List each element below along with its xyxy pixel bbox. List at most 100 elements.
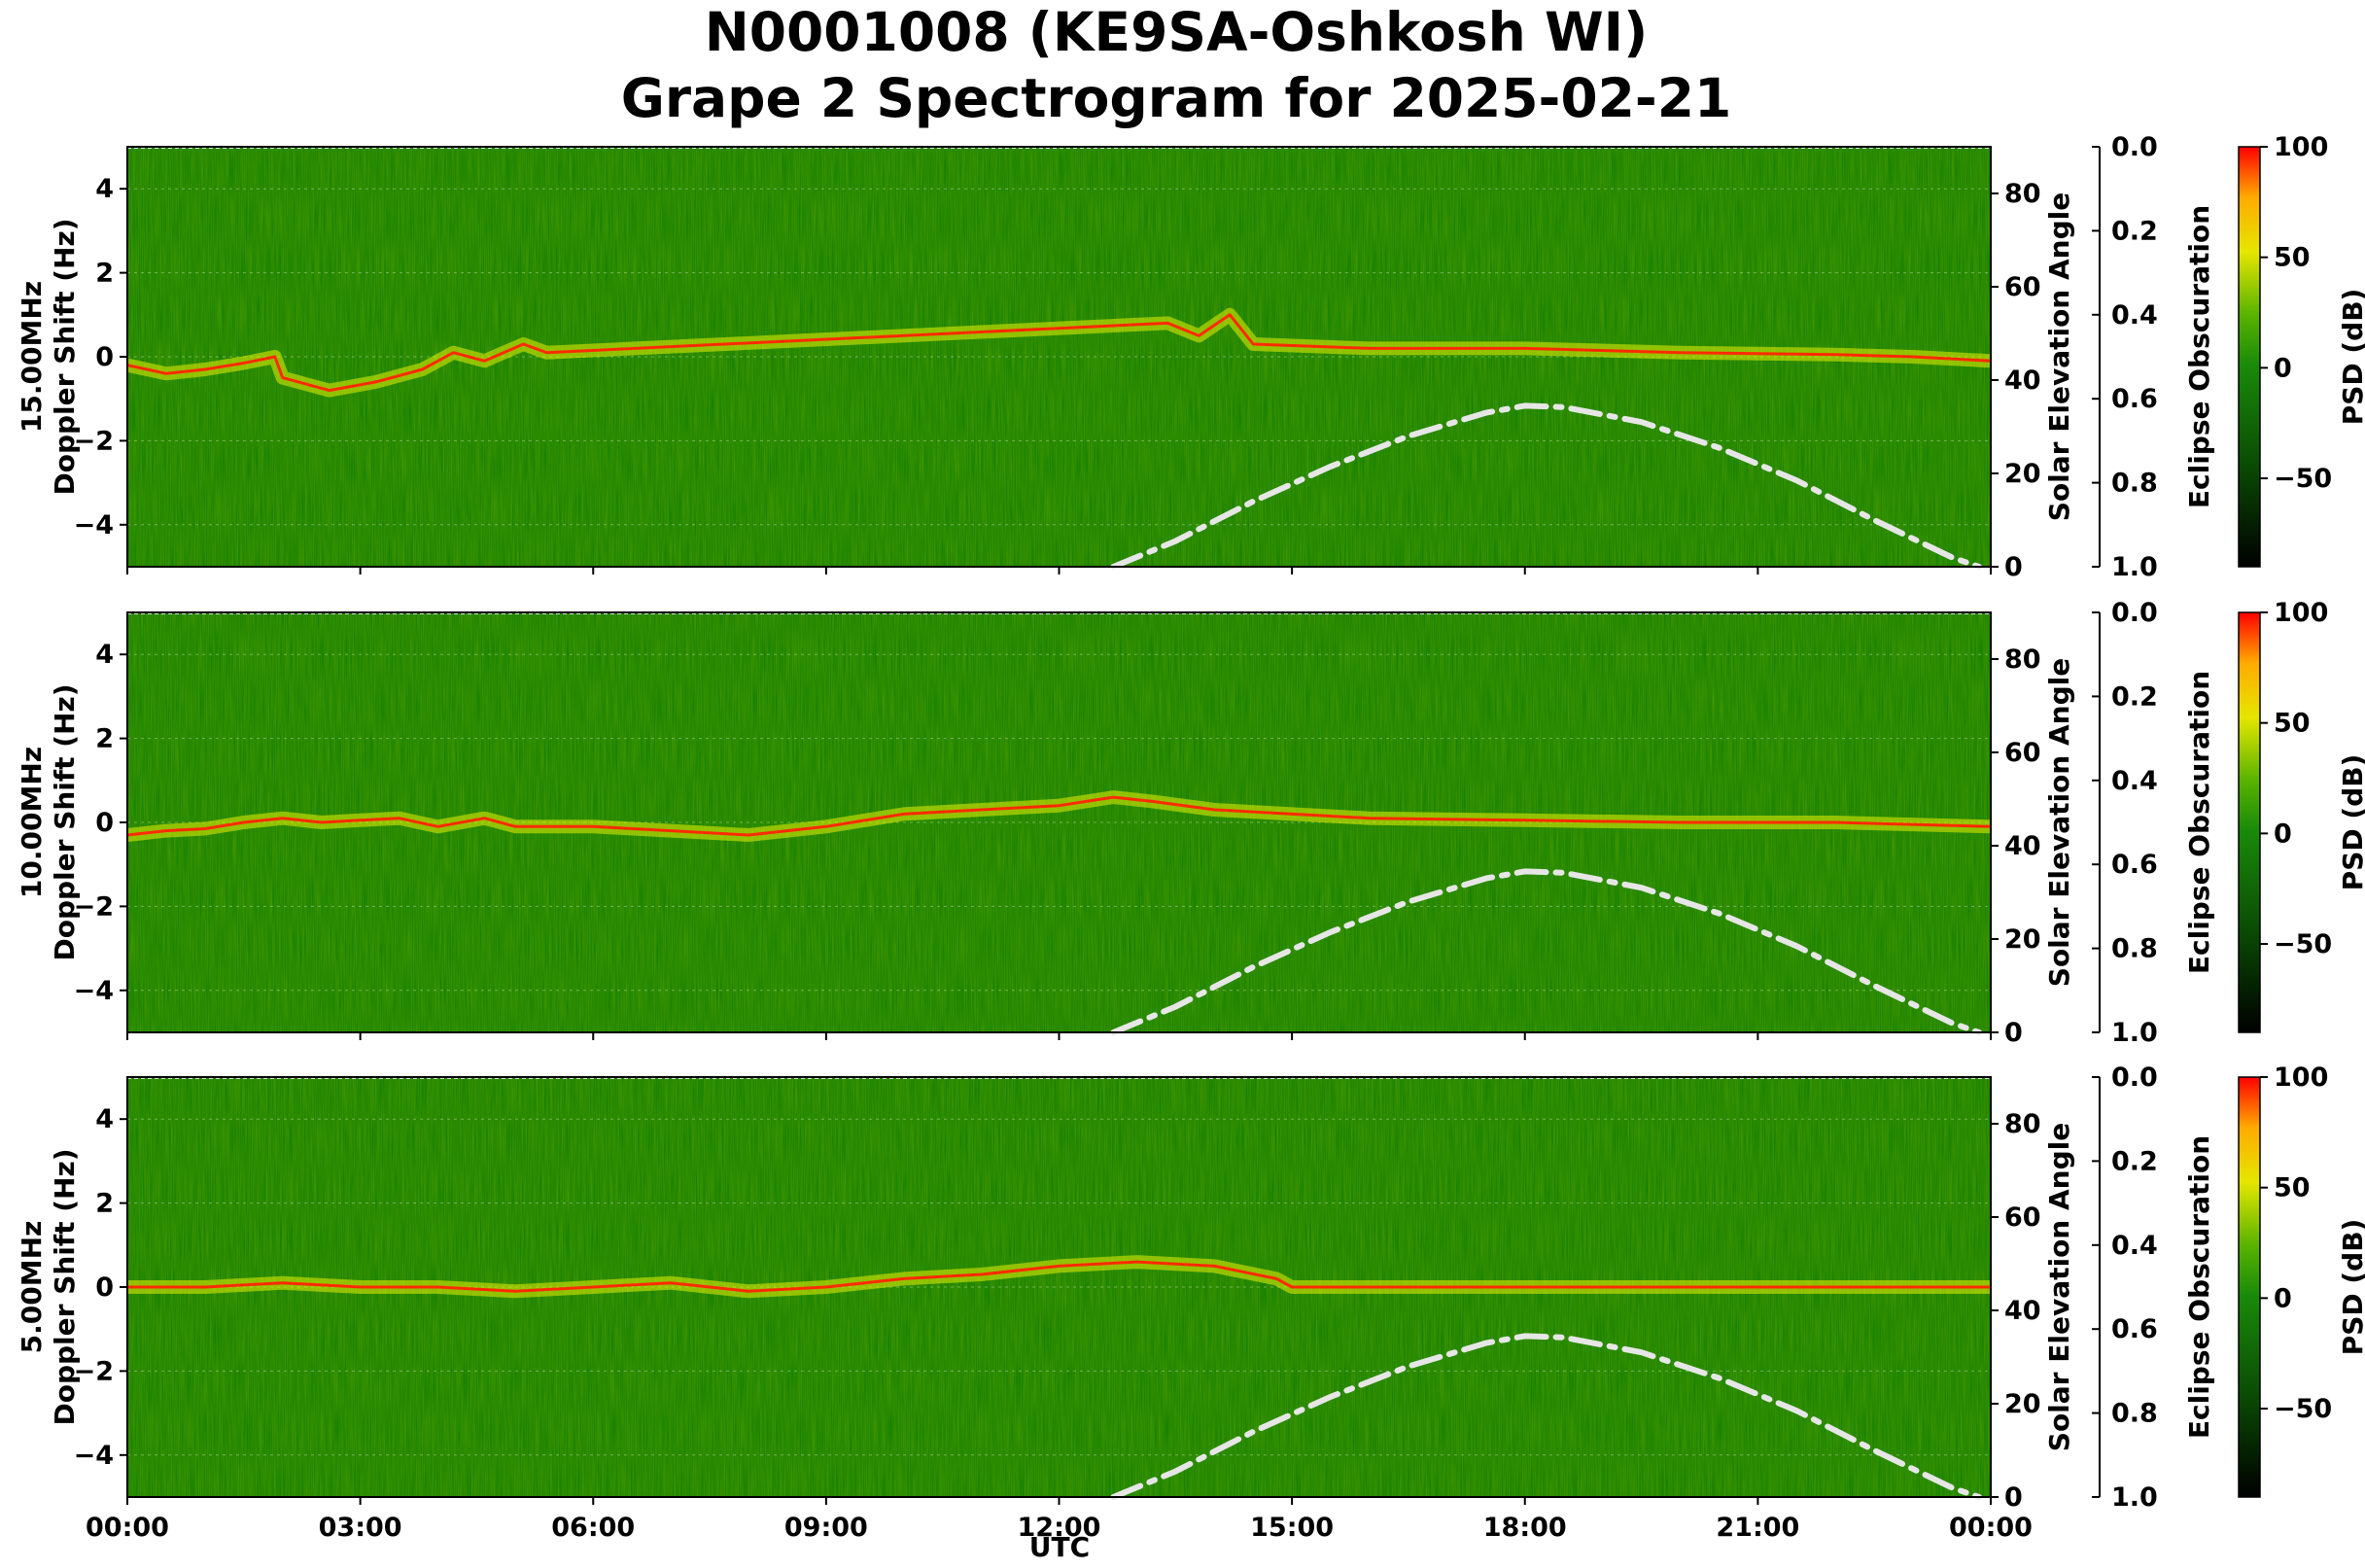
figure-title-line2: Grape 2 Spectrogram for 2025-02-21 — [621, 67, 1732, 129]
eclipse-tick-label: 1.0 — [2111, 552, 2158, 582]
eclipse-tick-label: 0.0 — [2111, 132, 2158, 162]
panel-10.00MHz: 420−2−410.00MHzDoppler Shift (Hz)8060402… — [16, 598, 2365, 1048]
colorbar-tick-label: 0 — [2274, 819, 2292, 849]
x-tick-label: 15:00 — [1250, 1513, 1334, 1543]
eclipse-tick-label: 0.8 — [2111, 1399, 2158, 1429]
x-tick-label: 00:00 — [86, 1513, 169, 1543]
elevation-tick-label: 0 — [2004, 1018, 2023, 1048]
colorbar-tick-label: 100 — [2274, 1063, 2328, 1093]
eclipse-tick-label: 0.6 — [2111, 850, 2158, 880]
y-tick-label: 2 — [95, 1189, 114, 1219]
x-tick-label: 00:00 — [1949, 1513, 2033, 1543]
y-axis-label: 5.00MHzDoppler Shift (Hz) — [16, 1148, 81, 1425]
colorbar-label: PSD (dB) — [2337, 754, 2365, 891]
colorbar-tick-label: −50 — [2274, 929, 2332, 959]
colorbar-tick-label: 0 — [2274, 1283, 2292, 1313]
eclipse-tick-label: 0.8 — [2111, 934, 2158, 964]
colorbar-tick-label: −50 — [2274, 464, 2332, 494]
x-tick-label: 21:00 — [1716, 1513, 1799, 1543]
elevation-tick-label: 20 — [2004, 1389, 2041, 1419]
eclipse-tick-label: 0.2 — [2111, 1146, 2158, 1176]
colorbar — [2238, 1076, 2261, 1498]
y-tick-label: 4 — [95, 174, 114, 204]
solar-elevation-curve — [1110, 1333, 1982, 1500]
elevation-tick-label: 60 — [2004, 272, 2041, 302]
y-axis-label-line: 5.00MHz — [16, 1221, 48, 1354]
y-axis-label-line: Doppler Shift (Hz) — [49, 683, 81, 960]
y-axis-label-line: 15.00MHz — [16, 281, 48, 433]
y-tick-label: −2 — [74, 891, 114, 922]
x-tick-label: 18:00 — [1483, 1513, 1567, 1543]
solar-elevation-curve — [1110, 868, 1982, 1035]
y-tick-label: 0 — [95, 1272, 114, 1303]
colorbar-tick-label: 0 — [2274, 353, 2292, 383]
elevation-tick-label: 60 — [2004, 738, 2041, 768]
eclipse-axis-label: Eclipse Obscuration — [2183, 205, 2215, 508]
colorbar-tick-label: 50 — [2274, 243, 2311, 273]
elevation-tick-label: 60 — [2004, 1202, 2041, 1233]
eclipse-tick-label: 0.2 — [2111, 681, 2158, 712]
eclipse-tick-label: 0.4 — [2111, 766, 2158, 796]
colorbar-tick-label: 50 — [2274, 1173, 2311, 1203]
eclipse-tick-label: 0.8 — [2111, 469, 2158, 499]
elevation-tick-label: 80 — [2004, 645, 2041, 675]
eclipse-axis-label: Eclipse Obscuration — [2183, 1135, 2215, 1439]
elevation-tick-label: 40 — [2004, 366, 2041, 396]
y-tick-label: 4 — [95, 640, 114, 670]
colorbar-tick-label: 100 — [2274, 132, 2328, 162]
doppler-trace — [126, 795, 1992, 837]
elevation-tick-label: 0 — [2004, 552, 2023, 582]
y-tick-label: −4 — [74, 510, 114, 540]
elevation-axis-label: Solar Elevation Angle — [2043, 192, 2075, 521]
elevation-tick-label: 40 — [2004, 831, 2041, 861]
eclipse-tick-label: 0.0 — [2111, 1063, 2158, 1093]
y-axis-label-line: Doppler Shift (Hz) — [49, 218, 81, 495]
solar-elevation-curve — [1110, 402, 1982, 570]
y-axis-label: 10.00MHzDoppler Shift (Hz) — [16, 683, 81, 960]
eclipse-tick-label: 1.0 — [2111, 1482, 2158, 1513]
y-axis-label-line: 10.00MHz — [16, 747, 48, 898]
y-tick-label: 4 — [95, 1104, 114, 1134]
eclipse-tick-label: 1.0 — [2111, 1018, 2158, 1048]
eclipse-tick-label: 0.4 — [2111, 1231, 2158, 1261]
y-tick-label: 2 — [95, 724, 114, 754]
doppler-trace — [127, 1260, 1991, 1293]
figure-title-line1: N0001008 (KE9SA-Oshkosh WI) — [705, 1, 1649, 63]
elevation-axis-label: Solar Elevation Angle — [2043, 658, 2075, 987]
elevation-axis-label: Solar Elevation Angle — [2043, 1123, 2075, 1451]
colorbar-tick-label: −50 — [2274, 1394, 2332, 1424]
elevation-tick-label: 80 — [2004, 1109, 2041, 1139]
x-tick-label: 06:00 — [551, 1513, 635, 1543]
y-axis-label-line: Doppler Shift (Hz) — [49, 1148, 81, 1425]
elevation-tick-label: 80 — [2004, 179, 2041, 209]
y-tick-label: −2 — [74, 426, 114, 456]
y-tick-label: −4 — [74, 1441, 114, 1471]
elevation-tick-label: 20 — [2004, 459, 2041, 489]
x-tick-label: 09:00 — [784, 1513, 868, 1543]
eclipse-tick-label: 0.4 — [2111, 300, 2158, 331]
eclipse-axis-label: Eclipse Obscuration — [2183, 671, 2215, 974]
doppler-trace — [126, 313, 1992, 393]
panel-5.00MHz: 420−2−45.00MHzDoppler Shift (Hz)00:00 03:… — [16, 1063, 2365, 1543]
panel-15.00MHz: 420−2−415.00MHzDoppler Shift (Hz)8060402… — [16, 132, 2365, 582]
colorbar-tick-label: 100 — [2274, 598, 2328, 628]
eclipse-tick-label: 0.0 — [2111, 598, 2158, 628]
colorbar-label: PSD (dB) — [2337, 1219, 2365, 1356]
eclipse-tick-label: 0.6 — [2111, 384, 2158, 414]
colorbar-tick-label: 50 — [2274, 709, 2311, 739]
colorbar — [2238, 611, 2261, 1033]
x-tick-label: 03:00 — [319, 1513, 402, 1543]
elevation-tick-label: 0 — [2004, 1482, 2023, 1513]
y-axis-label: 15.00MHzDoppler Shift (Hz) — [16, 218, 81, 495]
y-tick-label: 0 — [95, 808, 114, 838]
y-tick-label: 2 — [95, 259, 114, 289]
eclipse-tick-label: 0.2 — [2111, 216, 2158, 246]
y-tick-label: −2 — [74, 1356, 114, 1386]
elevation-tick-label: 20 — [2004, 924, 2041, 955]
colorbar-label: PSD (dB) — [2337, 289, 2365, 426]
y-tick-label: 0 — [95, 342, 114, 372]
x-axis-label: UTC — [1029, 1531, 1090, 1563]
eclipse-tick-label: 0.6 — [2111, 1314, 2158, 1344]
x-tick-label: 12:00 — [1018, 1513, 1101, 1543]
